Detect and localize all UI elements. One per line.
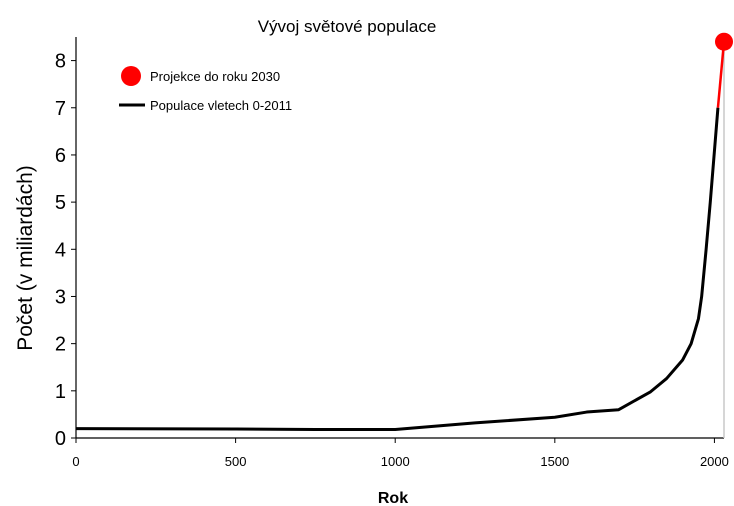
projection-line bbox=[716, 41, 726, 108]
y-tick-label: 8 bbox=[55, 51, 66, 73]
chart-axes bbox=[75, 37, 725, 439]
legend: Projekce do roku 2030 Populace vletech 0-… bbox=[119, 66, 292, 113]
legend-label-population: Populace vletech 0-2011 bbox=[150, 98, 292, 113]
y-axis-ticks: 0 1 2 3 4 5 6 7 8 bbox=[55, 51, 76, 450]
y-tick-label: 0 bbox=[55, 428, 66, 450]
x-axis-label: Rok bbox=[378, 490, 408, 506]
population-line bbox=[75, 107, 720, 432]
x-tick-label: 1500 bbox=[540, 454, 569, 469]
y-tick-label: 5 bbox=[55, 192, 66, 214]
x-tick-label: 1000 bbox=[381, 454, 410, 469]
y-tick-label: 1 bbox=[55, 381, 66, 403]
legend-marker-projection bbox=[121, 66, 141, 86]
x-tick-label: 0 bbox=[72, 454, 79, 469]
y-tick-label: 6 bbox=[55, 145, 66, 167]
x-tick-label: 2000 bbox=[700, 454, 729, 469]
y-tick-label: 2 bbox=[55, 334, 66, 356]
legend-label-projection: Projekce do roku 2030 bbox=[150, 69, 280, 84]
series-layer bbox=[75, 32, 733, 432]
y-tick-label: 4 bbox=[55, 239, 66, 261]
chart-title: Vývoj světové populace bbox=[258, 17, 437, 36]
x-axis-ticks: 0 500 1000 1500 2000 bbox=[72, 438, 729, 469]
projection-marker bbox=[715, 32, 733, 51]
y-tick-label: 7 bbox=[55, 98, 66, 120]
x-tick-label: 500 bbox=[225, 454, 247, 469]
y-axis-label: Počet (v miliardách) bbox=[14, 165, 37, 351]
y-tick-label: 3 bbox=[55, 286, 66, 308]
